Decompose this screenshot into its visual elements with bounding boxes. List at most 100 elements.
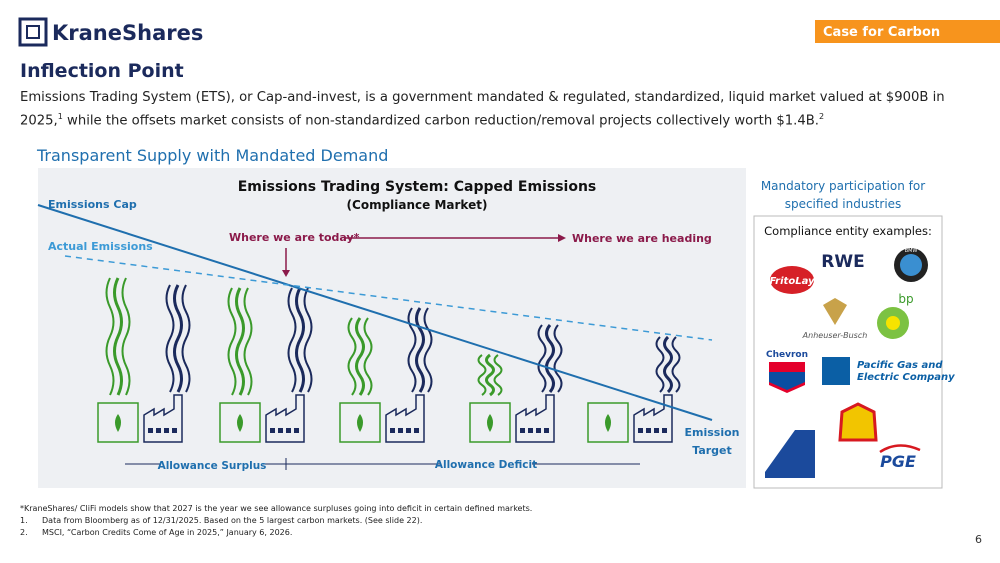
icon-part — [295, 287, 305, 393]
icon-part — [406, 428, 411, 433]
icon-part — [172, 428, 177, 433]
logo-text: Anheuser-Busch — [802, 331, 868, 340]
icon-part — [219, 402, 261, 443]
icon-part — [113, 277, 123, 396]
intro-text: while the offsets market consists of non… — [62, 113, 819, 129]
icon-part — [164, 428, 169, 433]
icon-part — [398, 428, 403, 433]
icon-part — [357, 414, 363, 432]
icon-part — [423, 307, 433, 393]
icon-part — [97, 402, 139, 443]
icon-part — [638, 428, 643, 433]
logo-mark — [18, 17, 48, 47]
icon-part — [536, 428, 541, 433]
icon-part — [528, 428, 533, 433]
logo-text: Chevron — [766, 350, 808, 360]
logo-shape — [886, 316, 900, 330]
icon-part — [477, 354, 487, 396]
icon-part — [105, 277, 115, 396]
actual-label: Actual Emissions — [48, 240, 153, 253]
icon-part — [485, 353, 495, 397]
cap-line — [37, 204, 713, 421]
icon-part — [173, 284, 183, 393]
icon-part — [121, 277, 131, 396]
logo-shape — [822, 357, 850, 385]
icon-part — [165, 284, 175, 393]
tag-bg — [815, 20, 1000, 43]
icons — [97, 277, 681, 443]
logo-mark — [26, 25, 40, 39]
icon-part — [663, 335, 673, 394]
diagram-subtitle: (Compliance Market) — [347, 198, 488, 212]
icon-part — [654, 428, 659, 433]
tag: Case for Carbon — [823, 25, 940, 40]
icon-part — [115, 414, 121, 432]
footnote: *KraneShares/ CliFi models show that 202… — [20, 504, 532, 513]
icon-part — [143, 394, 183, 443]
icon-part — [662, 428, 667, 433]
icon-part — [278, 428, 283, 433]
actual-line — [64, 255, 713, 341]
icon-part — [515, 394, 555, 443]
logo-text: RWE — [821, 252, 864, 272]
heading-label: Where we are heading — [572, 232, 712, 245]
intro: Emissions Trading System (ETS), or Cap-a… — [20, 88, 980, 130]
panel-heading: specified industries — [785, 197, 902, 211]
arrow-head — [282, 270, 290, 277]
icon-part — [339, 402, 381, 443]
footnote-num: 2. — [20, 528, 28, 537]
icon-part — [363, 317, 373, 396]
icon-part — [227, 287, 237, 396]
icon-part — [265, 394, 305, 443]
panel-heading: Mandatory participation for — [761, 179, 925, 193]
logo-shape — [838, 402, 878, 442]
sup: 1 — [57, 112, 63, 121]
icon-part — [671, 336, 681, 393]
label-bg — [440, 458, 532, 471]
icon-part — [235, 287, 245, 396]
logo-text: BMW — [905, 248, 918, 254]
icon-part — [655, 336, 665, 393]
cap-label: Emissions Cap — [48, 198, 137, 211]
logo-shape — [770, 266, 814, 294]
icon-part — [287, 287, 297, 393]
logo-shape — [900, 254, 922, 276]
title: Inflection Point — [20, 60, 184, 82]
deficit-label: Allowance Deficit — [435, 459, 537, 471]
icon-part — [520, 428, 525, 433]
logo-shape — [769, 372, 805, 390]
icon-part — [544, 428, 549, 433]
logo-text: PGE — [880, 452, 916, 471]
icon-part — [537, 324, 547, 393]
icon-part — [148, 428, 153, 433]
icon-part — [493, 354, 503, 396]
icon-part — [587, 402, 629, 443]
target-label: Target — [692, 444, 732, 457]
icon-part — [286, 428, 291, 433]
sup: 2 — [818, 112, 825, 121]
icon-part — [487, 414, 493, 432]
target-label: Emission — [685, 426, 740, 439]
icon-part — [633, 394, 673, 443]
panel-subheading: Compliance entity examples: — [764, 224, 932, 238]
footnote: Data from Bloomberg as of 12/31/2025. Ba… — [42, 516, 422, 525]
icon-part — [605, 414, 611, 432]
logo-text: Pacific Gas and — [857, 360, 943, 371]
logo-text: FritoLay — [769, 276, 815, 287]
icon-part — [270, 428, 275, 433]
icon-part — [390, 428, 395, 433]
icon-part — [385, 394, 425, 443]
icon-part — [545, 324, 555, 393]
diagram-title: Emissions Trading System: Capped Emissio… — [238, 179, 597, 195]
icon-part — [469, 402, 511, 443]
icon-part — [237, 414, 243, 432]
icon-part — [303, 287, 313, 393]
icon-part — [414, 428, 419, 433]
logo-shape — [823, 298, 847, 325]
icon-part — [347, 317, 357, 396]
icon-part — [553, 324, 563, 393]
today-label: Where we are today* — [229, 231, 360, 244]
icon-part — [646, 428, 651, 433]
icon-part — [181, 284, 191, 393]
